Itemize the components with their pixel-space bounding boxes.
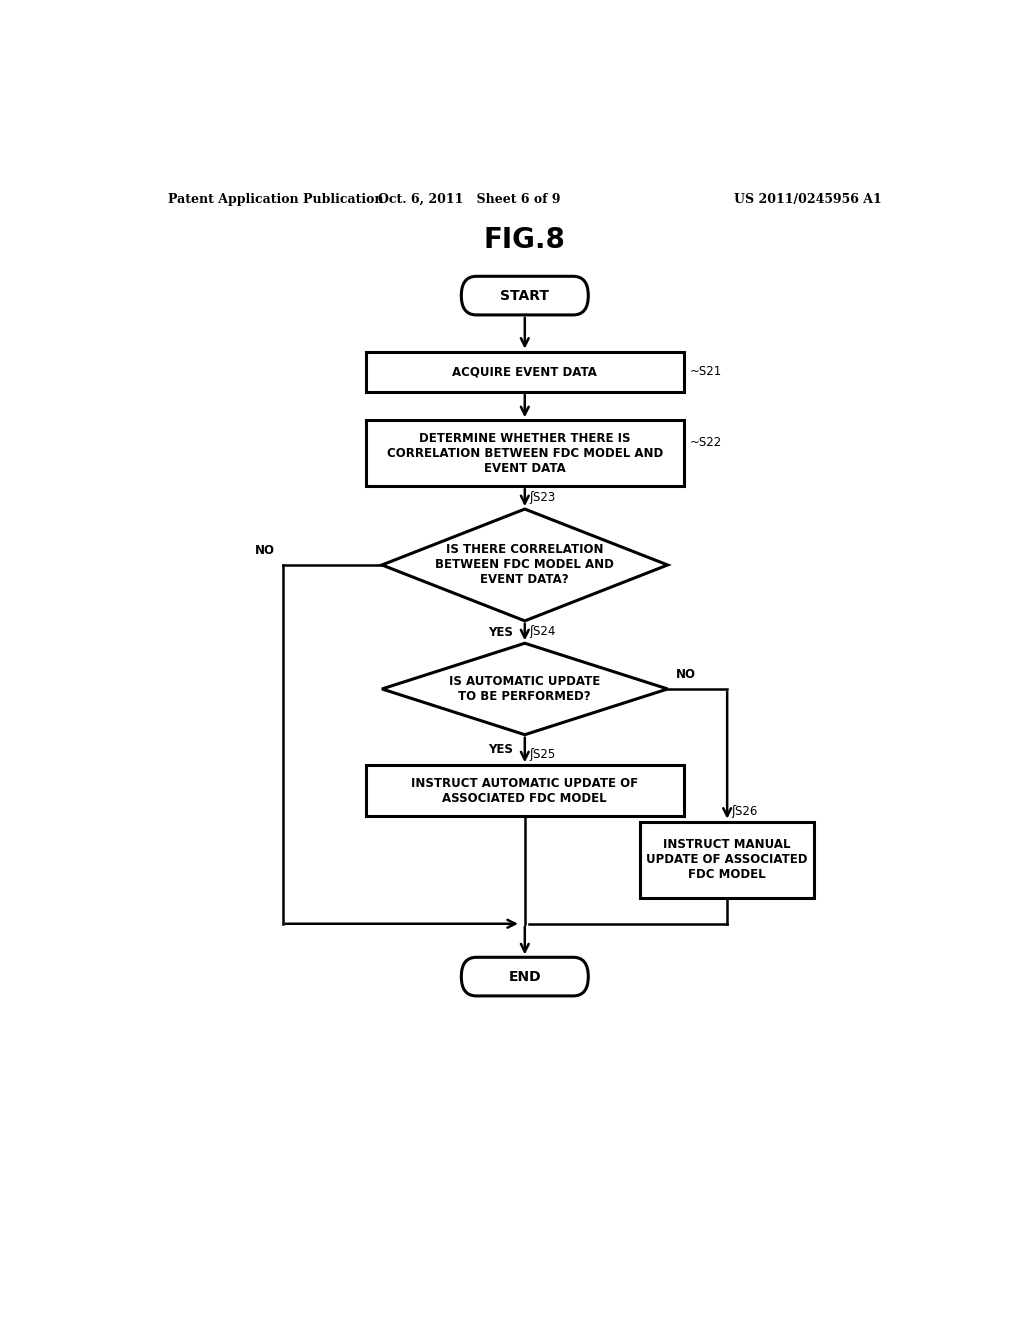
Text: ACQUIRE EVENT DATA: ACQUIRE EVENT DATA [453, 366, 597, 379]
Text: NO: NO [255, 544, 274, 557]
Text: INSTRUCT AUTOMATIC UPDATE OF
ASSOCIATED FDC MODEL: INSTRUCT AUTOMATIC UPDATE OF ASSOCIATED … [412, 776, 638, 805]
Text: INSTRUCT MANUAL
UPDATE OF ASSOCIATED
FDC MODEL: INSTRUCT MANUAL UPDATE OF ASSOCIATED FDC… [646, 838, 808, 882]
Text: IS AUTOMATIC UPDATE
TO BE PERFORMED?: IS AUTOMATIC UPDATE TO BE PERFORMED? [450, 675, 600, 704]
FancyBboxPatch shape [461, 957, 588, 995]
Text: START: START [501, 289, 549, 302]
Text: DETERMINE WHETHER THERE IS
CORRELATION BETWEEN FDC MODEL AND
EVENT DATA: DETERMINE WHETHER THERE IS CORRELATION B… [387, 432, 663, 475]
Text: IS THERE CORRELATION
BETWEEN FDC MODEL AND
EVENT DATA?: IS THERE CORRELATION BETWEEN FDC MODEL A… [435, 544, 614, 586]
Text: ~S22: ~S22 [690, 437, 722, 450]
Text: ʃS25: ʃS25 [528, 748, 555, 762]
Text: ~S21: ~S21 [690, 366, 722, 379]
Text: YES: YES [488, 626, 513, 639]
Text: NO: NO [676, 668, 695, 681]
FancyBboxPatch shape [367, 420, 684, 486]
Text: ʃS24: ʃS24 [528, 626, 555, 638]
FancyBboxPatch shape [367, 766, 684, 816]
Text: YES: YES [488, 743, 513, 756]
Text: FIG.8: FIG.8 [484, 226, 565, 253]
Text: Patent Application Publication: Patent Application Publication [168, 193, 383, 206]
FancyBboxPatch shape [461, 276, 588, 315]
Polygon shape [382, 643, 668, 735]
Text: ʃS26: ʃS26 [731, 804, 758, 817]
Text: US 2011/0245956 A1: US 2011/0245956 A1 [734, 193, 882, 206]
Text: Oct. 6, 2011   Sheet 6 of 9: Oct. 6, 2011 Sheet 6 of 9 [378, 193, 560, 206]
Text: ʃS23: ʃS23 [528, 491, 555, 504]
FancyBboxPatch shape [640, 821, 814, 898]
Polygon shape [382, 510, 668, 620]
FancyBboxPatch shape [367, 351, 684, 392]
Text: END: END [509, 970, 541, 983]
